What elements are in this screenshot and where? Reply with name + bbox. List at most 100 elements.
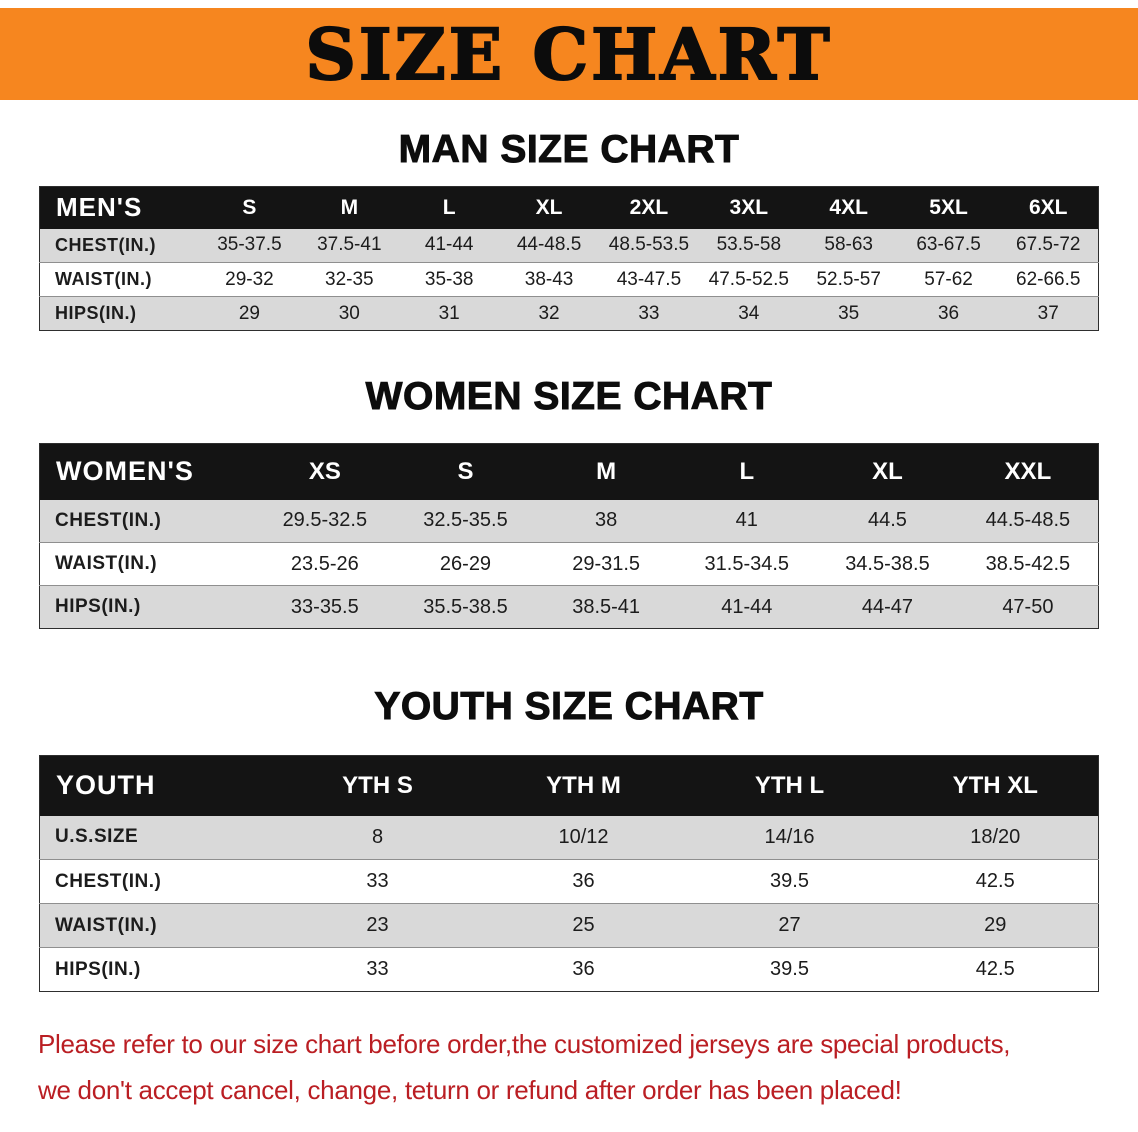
value-cell: 44-48.5	[499, 228, 599, 263]
table-row: HIPS(IN.) 29 30 31 32 33 34 35 36 37	[39, 296, 1099, 331]
value-cell: 35-37.5	[199, 228, 300, 263]
value-cell: 33	[599, 296, 699, 331]
notice-line-2: we don't accept cancel, change, teturn o…	[38, 1074, 902, 1105]
size-header-cell: YTH S	[274, 755, 481, 816]
row-label-cell: CHEST(IN.)	[39, 228, 200, 263]
table-row: CHEST(IN.) 33 36 39.5 42.5	[39, 859, 1099, 904]
value-cell: 39.5	[686, 859, 893, 904]
value-cell: 38.5-42.5	[957, 542, 1099, 586]
page-title: SIZE CHART	[304, 12, 833, 97]
size-header-cell: YTH XL	[892, 755, 1099, 816]
value-cell: 38-43	[499, 262, 599, 297]
value-cell: 23.5-26	[254, 542, 396, 586]
size-header-cell: 4XL	[798, 186, 899, 229]
table-header-row: WOMEN'S XS S M L XL XXL	[39, 443, 1099, 500]
size-header-cell: 5XL	[898, 186, 999, 229]
value-cell: 30	[299, 296, 400, 331]
value-cell: 18/20	[892, 815, 1099, 860]
value-cell: 36	[572, 958, 595, 980]
value-cell: 37.5-41	[299, 228, 400, 263]
size-header-cell: XS	[254, 443, 396, 500]
value-cell: 26-29	[395, 542, 536, 586]
row-label-cell: WAIST(IN.)	[39, 262, 200, 297]
value-cell: 52.5-57	[798, 262, 899, 297]
row-label-cell: U.S.SIZE	[39, 815, 275, 860]
notice-line-1: Please refer to our size chart before or…	[38, 1029, 1011, 1059]
size-header-cell: XL	[499, 186, 599, 229]
table-title-cell: MEN'S	[39, 186, 200, 229]
value-cell: 48.5-53.5	[599, 228, 699, 263]
value-cell: 36	[898, 296, 999, 331]
women-size-section: WOMEN SIZE CHART WOMEN'S XS S M L XL XXL CHEST(…	[0, 375, 1138, 629]
table-row: HIPS(IN.) 33 36 39.5 42.5	[40, 948, 1099, 992]
table-row: WAIST(IN.) 23 25 27 29	[39, 903, 1099, 948]
table-header-row: YOUTH YTH S YTH M YTH L YTH XL	[39, 755, 1099, 816]
value-cell: 41-44	[399, 228, 500, 263]
size-header-cell: L	[676, 443, 818, 500]
size-header-cell: M	[535, 443, 677, 500]
value-cell: 35.5-38.5	[395, 585, 536, 629]
table-header-row: MEN'S S M L XL 2XL 3XL 4XL 5XL 6XL	[39, 186, 1099, 229]
value-cell: 29-31.5	[535, 542, 677, 586]
size-header-cell: 6XL	[998, 186, 1099, 229]
table-title-cell: YOUTH	[39, 755, 275, 816]
value-cell: 29-32	[199, 262, 300, 297]
women-size-table: WOMEN'S XS S M L XL XXL CHEST(IN.) 29.5-32.5 32.5…	[39, 443, 1099, 629]
value-cell: 23	[274, 903, 481, 948]
row-label-cell: CHEST(IN.)	[39, 859, 275, 904]
value-cell: 47-50	[957, 585, 1099, 629]
size-header-cell: S	[395, 443, 536, 500]
value-cell: 63-67.5	[898, 228, 999, 263]
value-cell: 29	[199, 296, 300, 331]
women-size-heading: WOMEN SIZE CHART	[365, 375, 773, 419]
table-row: WAIST(IN.) 23.5-26 26-29 29-31.5 31.5-34.5 34…	[39, 542, 1099, 586]
table-row: HIPS(IN.) 33-35.5 35.5-38.5 38.5-41 41-44 44-…	[39, 585, 1099, 629]
value-cell: 33	[366, 958, 389, 980]
value-cell: 38	[535, 499, 677, 543]
value-cell: 41	[676, 499, 818, 543]
value-cell: 34	[698, 296, 799, 331]
value-cell: 33	[274, 859, 481, 904]
value-cell: 32.5-35.5	[395, 499, 536, 543]
men-size-table: MEN'S S M L XL 2XL 3XL 4XL 5XL 6XL CHEST(IN.) 35-37…	[39, 186, 1099, 331]
size-header-cell: XL	[817, 443, 958, 500]
row-label-cell: HIPS(IN.)	[39, 296, 200, 331]
value-cell: 27	[686, 903, 893, 948]
value-cell: 57-62	[898, 262, 999, 297]
size-header-cell: S	[199, 186, 300, 229]
youth-size-table: YOUTH YTH S YTH M YTH L YTH XL U.S.SIZE 8 10/12…	[39, 755, 1099, 992]
value-cell: 31.5-34.5	[676, 542, 818, 586]
value-cell: 35-38	[399, 262, 500, 297]
value-cell: 44-47	[817, 585, 958, 629]
value-cell: 67.5-72	[998, 228, 1099, 263]
order-notice: Please refer to our size chart before or…	[38, 1022, 1100, 1113]
value-cell: 33-35.5	[254, 585, 396, 629]
youth-size-heading: YOUTH SIZE CHART	[374, 685, 764, 729]
row-label-cell: HIPS(IN.)	[39, 585, 255, 629]
row-label-cell: CHEST(IN.)	[39, 499, 255, 543]
value-cell: 38.5-41	[535, 585, 677, 629]
value-cell: 53.5-58	[698, 228, 799, 263]
man-size-section: MAN SIZE CHART MEN'S S M L XL 2XL 3XL 4XL 5XL 6XL…	[0, 128, 1138, 331]
value-cell: 29.5-32.5	[254, 499, 396, 543]
value-cell: 62-66.5	[998, 262, 1099, 297]
size-header-cell: M	[299, 186, 400, 229]
value-cell: 35	[798, 296, 899, 331]
table-title-cell: WOMEN'S	[39, 443, 255, 500]
value-cell: 44.5-48.5	[957, 499, 1099, 543]
youth-size-section: YOUTH SIZE CHART YOUTH YTH S YTH M YTH L YTH…	[0, 685, 1138, 992]
table-row: WAIST(IN.) 29-32 32-35 35-38 38-43 43-47.5 47.…	[39, 262, 1099, 297]
value-cell: 41-44	[676, 585, 818, 629]
value-cell: 8	[274, 815, 481, 860]
value-cell: 43-47.5	[599, 262, 699, 297]
value-cell: 14/16	[686, 815, 893, 860]
table-row: U.S.SIZE 8 10/12 14/16 18/20	[39, 815, 1099, 860]
value-cell: 42.5	[892, 859, 1099, 904]
row-label-cell: WAIST(IN.)	[39, 903, 275, 948]
value-cell: 29	[892, 903, 1099, 948]
value-cell: 32-35	[299, 262, 400, 297]
size-header-cell: 2XL	[599, 186, 699, 229]
value-cell: 32	[499, 296, 599, 331]
size-header-cell: YTH L	[686, 755, 893, 816]
